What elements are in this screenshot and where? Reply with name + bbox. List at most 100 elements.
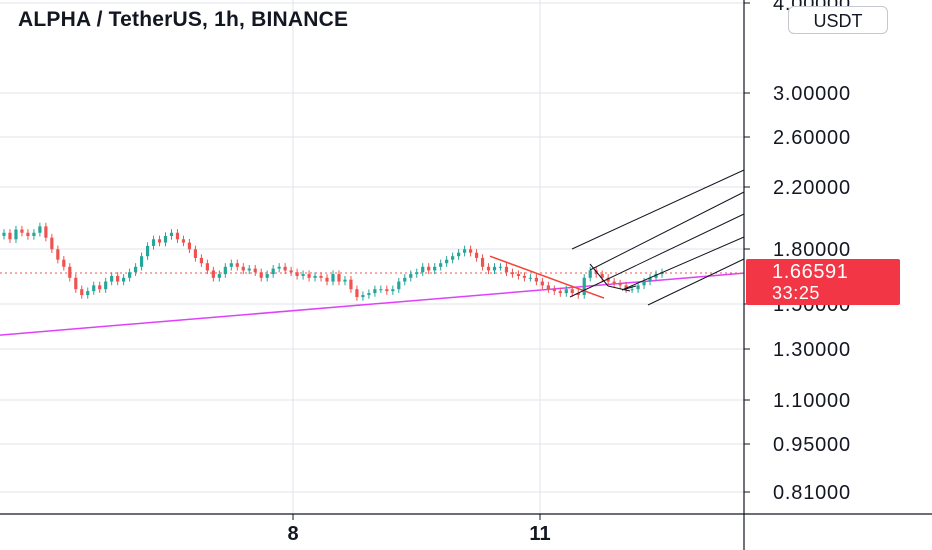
candle-body: [337, 274, 341, 282]
candle-body: [522, 275, 527, 278]
candle-body: [480, 257, 485, 267]
candle-body: [175, 232, 180, 240]
candle-body: [439, 263, 443, 267]
candle-body: [32, 232, 36, 237]
candle-body: [62, 259, 66, 267]
candle-body: [301, 274, 305, 276]
bar-countdown: 33:25: [772, 283, 821, 303]
candle-body: [385, 289, 389, 292]
candle-body: [331, 274, 335, 282]
candle-body: [86, 291, 90, 296]
candle-body: [612, 281, 616, 284]
candle-body: [229, 263, 233, 267]
candle-body: [134, 266, 138, 273]
candle-body: [68, 266, 72, 278]
drawings-overlay: [489, 169, 745, 306]
candle-body: [259, 272, 263, 278]
candle-body: [552, 289, 556, 292]
candle-body: [534, 277, 538, 282]
candle-body: [20, 229, 24, 233]
candle-body: [145, 245, 150, 257]
candle-body: [110, 275, 114, 282]
candle-body: [373, 289, 377, 294]
candle-body: [457, 252, 461, 257]
candle-body: [588, 270, 592, 278]
candle-body: [14, 229, 18, 240]
x-tick-label: 8: [287, 523, 298, 545]
candle-body: [463, 249, 467, 253]
y-tick-label: 2.20000: [773, 177, 851, 199]
candle-body: [546, 285, 550, 290]
candle-body: [211, 270, 215, 278]
candle-body: [427, 266, 431, 271]
y-tick-label: 0.81000: [773, 482, 851, 504]
candle-body: [223, 266, 227, 275]
candle-body: [474, 252, 479, 258]
candle-body: [205, 263, 209, 271]
candle-body: [558, 291, 562, 294]
candle-body: [355, 289, 359, 298]
candle-body: [116, 275, 120, 282]
candle-body: [648, 277, 652, 282]
candle-body: [492, 266, 497, 271]
candle-body: [367, 293, 371, 296]
candle-body: [451, 256, 455, 260]
candle-body: [151, 239, 156, 246]
candle-body: [630, 289, 634, 291]
candle-body: [415, 272, 419, 275]
candle-body: [433, 266, 437, 271]
candle-body: [169, 232, 174, 237]
channel-segment: [621, 285, 637, 291]
candle-body: [74, 277, 78, 290]
channel-segment: [589, 263, 609, 287]
candles: [2, 222, 664, 301]
candle-body: [8, 232, 12, 240]
candle-body: [241, 266, 245, 271]
y-tick-label: 0.95000: [773, 434, 851, 456]
candle-body: [600, 274, 604, 278]
candle-body: [247, 268, 251, 271]
chart-title: ALPHA / TetherUS, 1h, BINANCE: [18, 8, 349, 31]
candle-body: [510, 272, 515, 275]
candle-body: [313, 275, 317, 278]
y-tick-label: 2.60000: [773, 127, 851, 149]
candle-body: [445, 259, 449, 264]
candle-body: [504, 266, 509, 273]
candle-body: [235, 263, 239, 267]
candle-body: [253, 268, 257, 273]
candle-body: [570, 289, 574, 294]
candle-body: [295, 272, 299, 276]
candle-body: [516, 274, 521, 276]
candle-body: [397, 281, 401, 290]
chart-grid: [0, 0, 744, 514]
candle-body: [44, 226, 48, 238]
channel-line: [647, 258, 745, 306]
candle-body: [606, 277, 610, 282]
candle-body: [199, 257, 203, 264]
candle-body: [528, 277, 532, 279]
candle-body: [157, 239, 162, 243]
y-tick-label: 1.80000: [773, 239, 851, 261]
candle-body: [38, 226, 42, 233]
y-tick-label: 1.30000: [773, 339, 851, 361]
candle-body: [217, 274, 221, 278]
candle-body: [349, 279, 353, 290]
candle-body: [564, 289, 568, 294]
candle-body: [80, 289, 84, 296]
candle-body: [271, 268, 275, 275]
candle-body: [343, 279, 347, 282]
currency-button[interactable]: USDT: [788, 6, 888, 34]
candle-body: [181, 239, 186, 243]
candle-body: [379, 289, 383, 291]
candle-body: [128, 272, 132, 278]
candle-body: [421, 266, 425, 273]
candle-body: [98, 285, 102, 290]
channel-line: [589, 191, 745, 271]
channel-line: [571, 169, 745, 250]
candle-body: [104, 281, 108, 290]
candle-body: [325, 277, 329, 282]
trendline-red: [489, 255, 605, 299]
candle-body: [92, 285, 96, 292]
candle-body: [498, 266, 503, 268]
candle-body: [122, 277, 126, 282]
